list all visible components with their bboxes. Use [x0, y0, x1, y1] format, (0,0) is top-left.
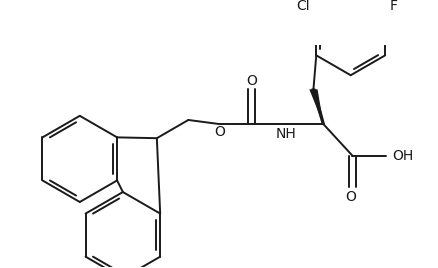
Text: O: O [246, 74, 257, 88]
Text: Cl: Cl [296, 0, 310, 13]
Text: OH: OH [392, 148, 413, 163]
Text: NH: NH [276, 127, 297, 141]
Text: O: O [345, 190, 356, 204]
Text: O: O [214, 125, 225, 139]
Text: F: F [389, 0, 397, 13]
Polygon shape [309, 89, 323, 124]
